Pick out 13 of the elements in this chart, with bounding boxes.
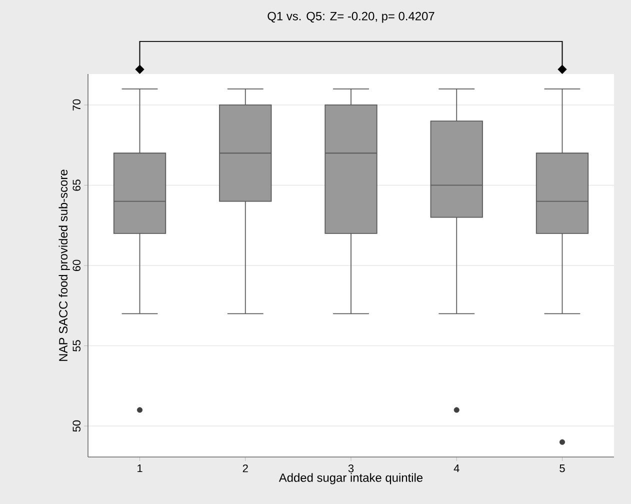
x-axis-title: Added sugar intake quintile	[278, 473, 423, 484]
x-tick-label: 1	[138, 464, 142, 472]
x-tick-label: 4	[454, 464, 460, 472]
x-tick-label: 5	[560, 464, 565, 472]
y-tick-label: 65	[72, 180, 80, 191]
y-axis-title: NAP SACC food provided sub-score	[58, 170, 70, 361]
x-tick-label: 3	[348, 464, 354, 472]
x-tick-label: 2	[242, 464, 248, 472]
y-tick-label: 70	[72, 99, 80, 111]
text: Q1 vs. Q5: Z= -0.20, p= 0.4207	[268, 12, 434, 23]
y-tick-label: 55	[72, 340, 80, 352]
y-tick-label: 60	[72, 260, 80, 272]
y-tick-label: 50	[72, 420, 80, 432]
